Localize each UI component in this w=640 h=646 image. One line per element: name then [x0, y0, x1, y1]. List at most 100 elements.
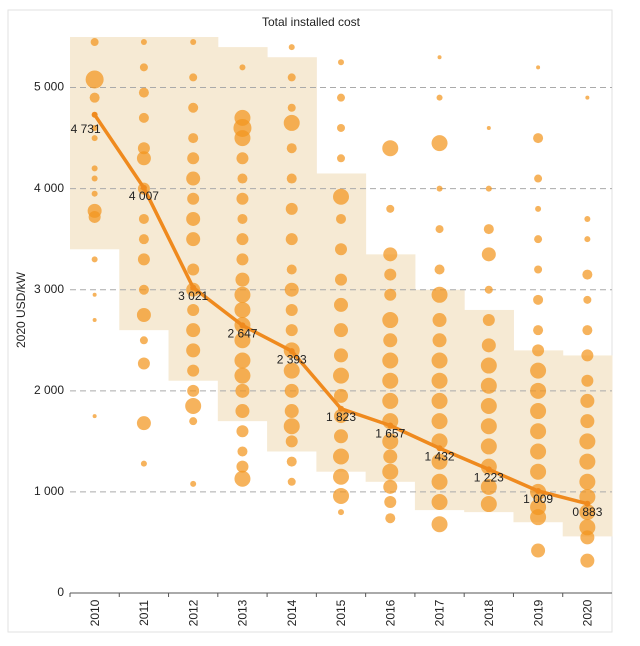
project-bubble	[237, 213, 248, 224]
project-bubble	[382, 372, 399, 389]
x-tick-label: 2011	[137, 600, 151, 626]
project-bubble	[138, 112, 149, 123]
project-bubble	[137, 253, 150, 266]
project-bubble	[333, 468, 349, 485]
x-tick-label: 2014	[285, 599, 299, 626]
project-bubble	[186, 211, 201, 226]
project-bubble	[284, 282, 299, 297]
value-label: 1 657	[375, 427, 405, 441]
average-point	[140, 184, 147, 191]
project-bubble	[335, 243, 347, 256]
project-bubble	[138, 284, 149, 295]
value-label: 1 432	[425, 449, 455, 463]
project-bubble	[431, 473, 448, 490]
project-bubble	[187, 303, 200, 316]
project-bubble	[382, 463, 399, 480]
project-bubble	[235, 383, 250, 398]
project-bubble	[432, 313, 447, 328]
project-bubble	[384, 288, 397, 301]
project-bubble	[580, 414, 595, 429]
project-bubble	[91, 190, 98, 197]
project-bubble	[236, 152, 249, 165]
project-bubble	[187, 192, 200, 205]
project-bubble	[480, 438, 497, 455]
project-bubble	[585, 95, 590, 100]
project-bubble	[580, 393, 595, 408]
project-bubble	[335, 273, 347, 286]
project-bubble	[334, 388, 348, 403]
project-bubble	[137, 357, 150, 370]
project-bubble	[485, 185, 492, 192]
project-bubble	[530, 403, 547, 420]
project-bubble	[382, 433, 399, 450]
project-bubble	[136, 308, 151, 322]
project-bubble	[234, 130, 251, 147]
value-label: 1 009	[523, 492, 553, 506]
y-tick-label: 1 000	[34, 484, 64, 498]
project-bubble	[530, 423, 547, 440]
project-bubble	[139, 336, 148, 345]
project-bubble	[287, 477, 296, 486]
project-bubble	[284, 383, 299, 398]
project-bubble	[534, 235, 543, 244]
project-bubble	[285, 324, 298, 337]
project-bubble	[92, 318, 97, 323]
average-point	[288, 348, 295, 355]
project-bubble	[188, 133, 199, 144]
project-bubble	[383, 247, 398, 262]
project-bubble	[89, 92, 100, 103]
project-bubble	[431, 516, 448, 533]
project-bubble	[283, 418, 300, 435]
project-bubble	[484, 285, 493, 294]
project-bubble	[579, 433, 596, 450]
project-bubble	[536, 65, 541, 70]
project-bubble	[580, 553, 595, 568]
project-bubble	[287, 103, 296, 112]
project-bubble	[436, 94, 443, 101]
project-bubble	[237, 173, 248, 184]
project-bubble	[236, 192, 249, 205]
project-bubble	[480, 397, 497, 414]
project-bubble	[431, 453, 448, 470]
project-bubble	[534, 174, 543, 183]
x-tick-label: 2018	[482, 599, 496, 626]
project-bubble	[581, 349, 594, 362]
project-bubble	[338, 59, 344, 66]
project-bubble	[431, 286, 448, 303]
project-bubble	[91, 135, 98, 142]
value-label: 3 021	[178, 289, 208, 303]
project-bubble	[434, 264, 445, 275]
project-bubble	[186, 323, 201, 338]
project-bubble	[435, 225, 444, 234]
project-bubble	[333, 367, 349, 384]
x-tick-label: 2019	[531, 599, 545, 626]
project-bubble	[91, 256, 98, 263]
project-bubble	[286, 456, 297, 467]
project-bubble	[138, 87, 149, 98]
project-bubble	[187, 364, 200, 377]
project-bubble	[189, 417, 198, 426]
y-tick-label: 2 000	[34, 383, 64, 397]
project-bubble	[138, 234, 149, 245]
project-bubble	[532, 344, 545, 357]
chart-title: Total installed cost	[262, 15, 361, 29]
average-point	[91, 111, 98, 118]
project-bubble	[480, 377, 497, 394]
project-bubble	[85, 70, 104, 89]
project-bubble	[337, 123, 345, 132]
project-bubble	[234, 352, 251, 369]
project-bubble	[337, 154, 345, 163]
project-bubble	[530, 509, 547, 526]
y-tick-label: 4 000	[34, 181, 64, 195]
project-bubble	[284, 404, 299, 419]
project-bubble	[235, 404, 250, 419]
project-bubble	[285, 303, 298, 316]
project-bubble	[481, 247, 496, 262]
x-tick-label: 2016	[383, 599, 397, 626]
project-bubble	[187, 263, 200, 276]
project-bubble	[383, 333, 398, 348]
y-axis-label: 2020 USD/kW	[14, 271, 28, 348]
project-bubble	[533, 133, 544, 144]
project-bubble	[334, 429, 348, 444]
